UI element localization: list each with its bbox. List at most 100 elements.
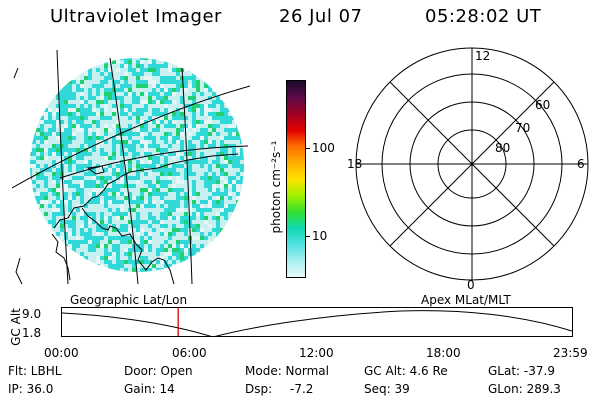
noise-pixel [144,240,148,244]
noise-pixel [168,152,172,156]
noise-pixel [72,148,76,152]
noise-pixel [30,128,32,132]
noise-pixel [216,58,220,60]
noise-pixel [120,212,124,216]
noise-pixel [148,60,152,64]
noise-pixel [152,88,156,92]
noise-pixel [144,104,148,108]
noise-pixel [124,212,128,216]
noise-pixel [232,236,236,240]
noise-pixel [128,192,132,196]
noise-pixel [124,58,128,60]
noise-pixel [196,72,200,76]
polar-grid [355,47,589,281]
noise-pixel [56,232,60,236]
noise-pixel [224,164,228,168]
noise-pixel [168,58,172,60]
noise-pixel [220,184,224,188]
noise-pixel [156,188,160,192]
noise-pixel [32,76,36,80]
noise-pixel [188,124,192,128]
noise-pixel [64,68,68,72]
noise-pixel [144,248,148,252]
noise-pixel [72,192,76,196]
noise-pixel [200,108,204,112]
mlt-line-diagonal [389,81,555,247]
parallel-line [11,85,251,189]
noise-pixel [80,144,84,148]
noise-pixel [224,68,228,72]
noise-pixel [216,72,220,76]
noise-pixel [32,272,36,276]
noise-pixel [72,212,76,216]
timeline-xtick-1200: 12:00 [299,346,334,360]
noise-pixel [44,60,48,64]
noise-pixel [72,112,76,116]
noise-pixel [64,128,68,132]
noise-pixel [30,228,32,232]
noise-pixel [48,64,52,68]
noise-pixel [224,144,228,148]
noise-pixel [188,248,192,252]
noise-pixel [120,264,124,268]
noise-pixel [128,104,132,108]
noise-pixel [224,172,228,176]
noise-pixel [92,58,96,60]
noise-pixel [240,92,244,96]
noise-pixel [220,104,224,108]
noise-pixel [100,80,104,84]
noise-pixel [72,184,76,188]
noise-pixel [30,244,32,248]
noise-pixel [216,224,220,228]
noise-pixel [96,84,100,88]
noise-pixel [124,84,128,88]
noise-pixel [180,112,184,116]
noise-pixel [224,84,228,88]
noise-pixel [204,256,208,260]
noise-pixel [240,152,244,156]
noise-pixel [188,96,192,100]
noise-pixel [208,168,212,172]
noise-pixel [32,208,36,212]
noise-pixel [224,268,228,272]
noise-pixel [192,84,196,88]
noise-pixel [172,204,176,208]
noise-pixel [172,112,176,116]
noise-pixel [92,248,96,252]
noise-pixel [112,88,116,92]
noise-pixel [128,132,132,136]
noise-pixel [232,164,236,168]
noise-pixel [224,216,228,220]
noise-pixel [148,248,152,252]
noise-pixel [160,224,164,228]
noise-pixel [56,112,60,116]
noise-pixel [84,184,88,188]
noise-pixel [52,216,56,220]
noise-pixel [104,132,108,136]
noise-pixel [216,272,220,276]
noise-pixel [188,132,192,136]
noise-pixel [36,68,40,72]
noise-pixel [104,256,108,260]
noise-pixel [64,132,68,136]
noise-pixel [60,228,64,232]
noise-pixel [204,80,208,84]
noise-pixel [228,124,232,128]
noise-pixel [120,216,124,220]
noise-pixel [116,172,120,176]
noise-pixel [116,168,120,172]
noise-pixel [64,108,68,112]
noise-pixel [144,232,148,236]
noise-pixel [76,264,80,268]
noise-pixel [176,256,180,260]
noise-pixel [180,220,184,224]
meridian-line [181,67,193,285]
noise-pixel [132,248,136,252]
noise-pixel [60,236,64,240]
noise-pixel [148,76,152,80]
noise-pixel [180,208,184,212]
noise-pixel [144,188,148,192]
noise-pixel [100,188,104,192]
noise-pixel [236,268,240,272]
noise-pixel [156,112,160,116]
